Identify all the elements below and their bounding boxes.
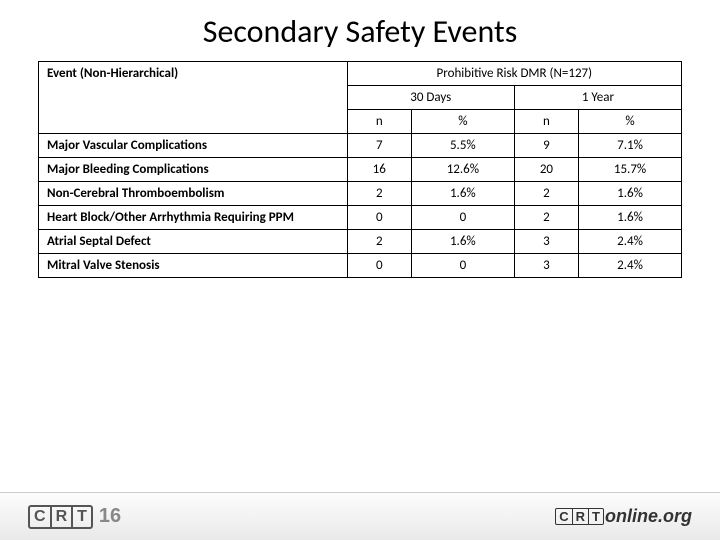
cell-p2: 7.1% (579, 134, 682, 158)
cell-n1: 0 (347, 206, 411, 230)
period-1year: 1 Year (514, 86, 681, 110)
footer-bar: CRT 16 CRT online.org (0, 492, 720, 540)
cell-n2: 3 (514, 254, 578, 278)
cell-p2: 2.4% (579, 254, 682, 278)
table-row: Heart Block/Other Arrhythmia Requiring P… (39, 206, 682, 230)
row-header-label: Event (Non-Hierarchical) (39, 62, 348, 134)
table-row: Non-Cerebral Thromboembolism 2 1.6% 2 1.… (39, 182, 682, 206)
crt-box-icon: CRT (28, 505, 93, 529)
cell-n2: 3 (514, 230, 578, 254)
cell-p1: 1.6% (411, 230, 514, 254)
cell-p1: 0 (411, 254, 514, 278)
event-name: Non-Cerebral Thromboembolism (39, 182, 348, 206)
crt-box-icon: CRT (555, 508, 604, 525)
col-n-1y: n (514, 110, 578, 134)
col-pct-1y: % (579, 110, 682, 134)
cell-n1: 7 (347, 134, 411, 158)
cell-p1: 5.5% (411, 134, 514, 158)
period-30days: 30 Days (347, 86, 514, 110)
page-title: Secondary Safety Events (0, 0, 720, 61)
crt-year: 16 (99, 505, 121, 528)
cell-p2: 2.4% (579, 230, 682, 254)
cell-n2: 9 (514, 134, 578, 158)
cell-n1: 0 (347, 254, 411, 278)
table-row: Atrial Septal Defect 2 1.6% 3 2.4% (39, 230, 682, 254)
cell-n2: 20 (514, 158, 578, 182)
event-name: Mitral Valve Stenosis (39, 254, 348, 278)
cell-p2: 15.7% (579, 158, 682, 182)
event-name: Major Vascular Complications (39, 134, 348, 158)
cell-p2: 1.6% (579, 182, 682, 206)
crtonline-logo: CRT online.org (555, 506, 692, 527)
group-header: Prohibitive Risk DMR (N=127) (347, 62, 681, 86)
event-name: Major Bleeding Complications (39, 158, 348, 182)
table-row: Major Vascular Complications 7 5.5% 9 7.… (39, 134, 682, 158)
cell-p1: 12.6% (411, 158, 514, 182)
cell-n1: 16 (347, 158, 411, 182)
cell-n1: 2 (347, 182, 411, 206)
event-name: Atrial Septal Defect (39, 230, 348, 254)
cell-p2: 1.6% (579, 206, 682, 230)
cell-n1: 2 (347, 230, 411, 254)
crt16-logo: CRT 16 (28, 505, 121, 529)
cell-p1: 1.6% (411, 182, 514, 206)
online-text: online.org (605, 506, 692, 527)
cell-p1: 0 (411, 206, 514, 230)
col-n-30: n (347, 110, 411, 134)
safety-events-table: Event (Non-Hierarchical) Prohibitive Ris… (38, 61, 682, 278)
table-row: Major Bleeding Complications 16 12.6% 20… (39, 158, 682, 182)
table-row: Mitral Valve Stenosis 0 0 3 2.4% (39, 254, 682, 278)
cell-n2: 2 (514, 206, 578, 230)
event-name: Heart Block/Other Arrhythmia Requiring P… (39, 206, 348, 230)
col-pct-30: % (411, 110, 514, 134)
cell-n2: 2 (514, 182, 578, 206)
